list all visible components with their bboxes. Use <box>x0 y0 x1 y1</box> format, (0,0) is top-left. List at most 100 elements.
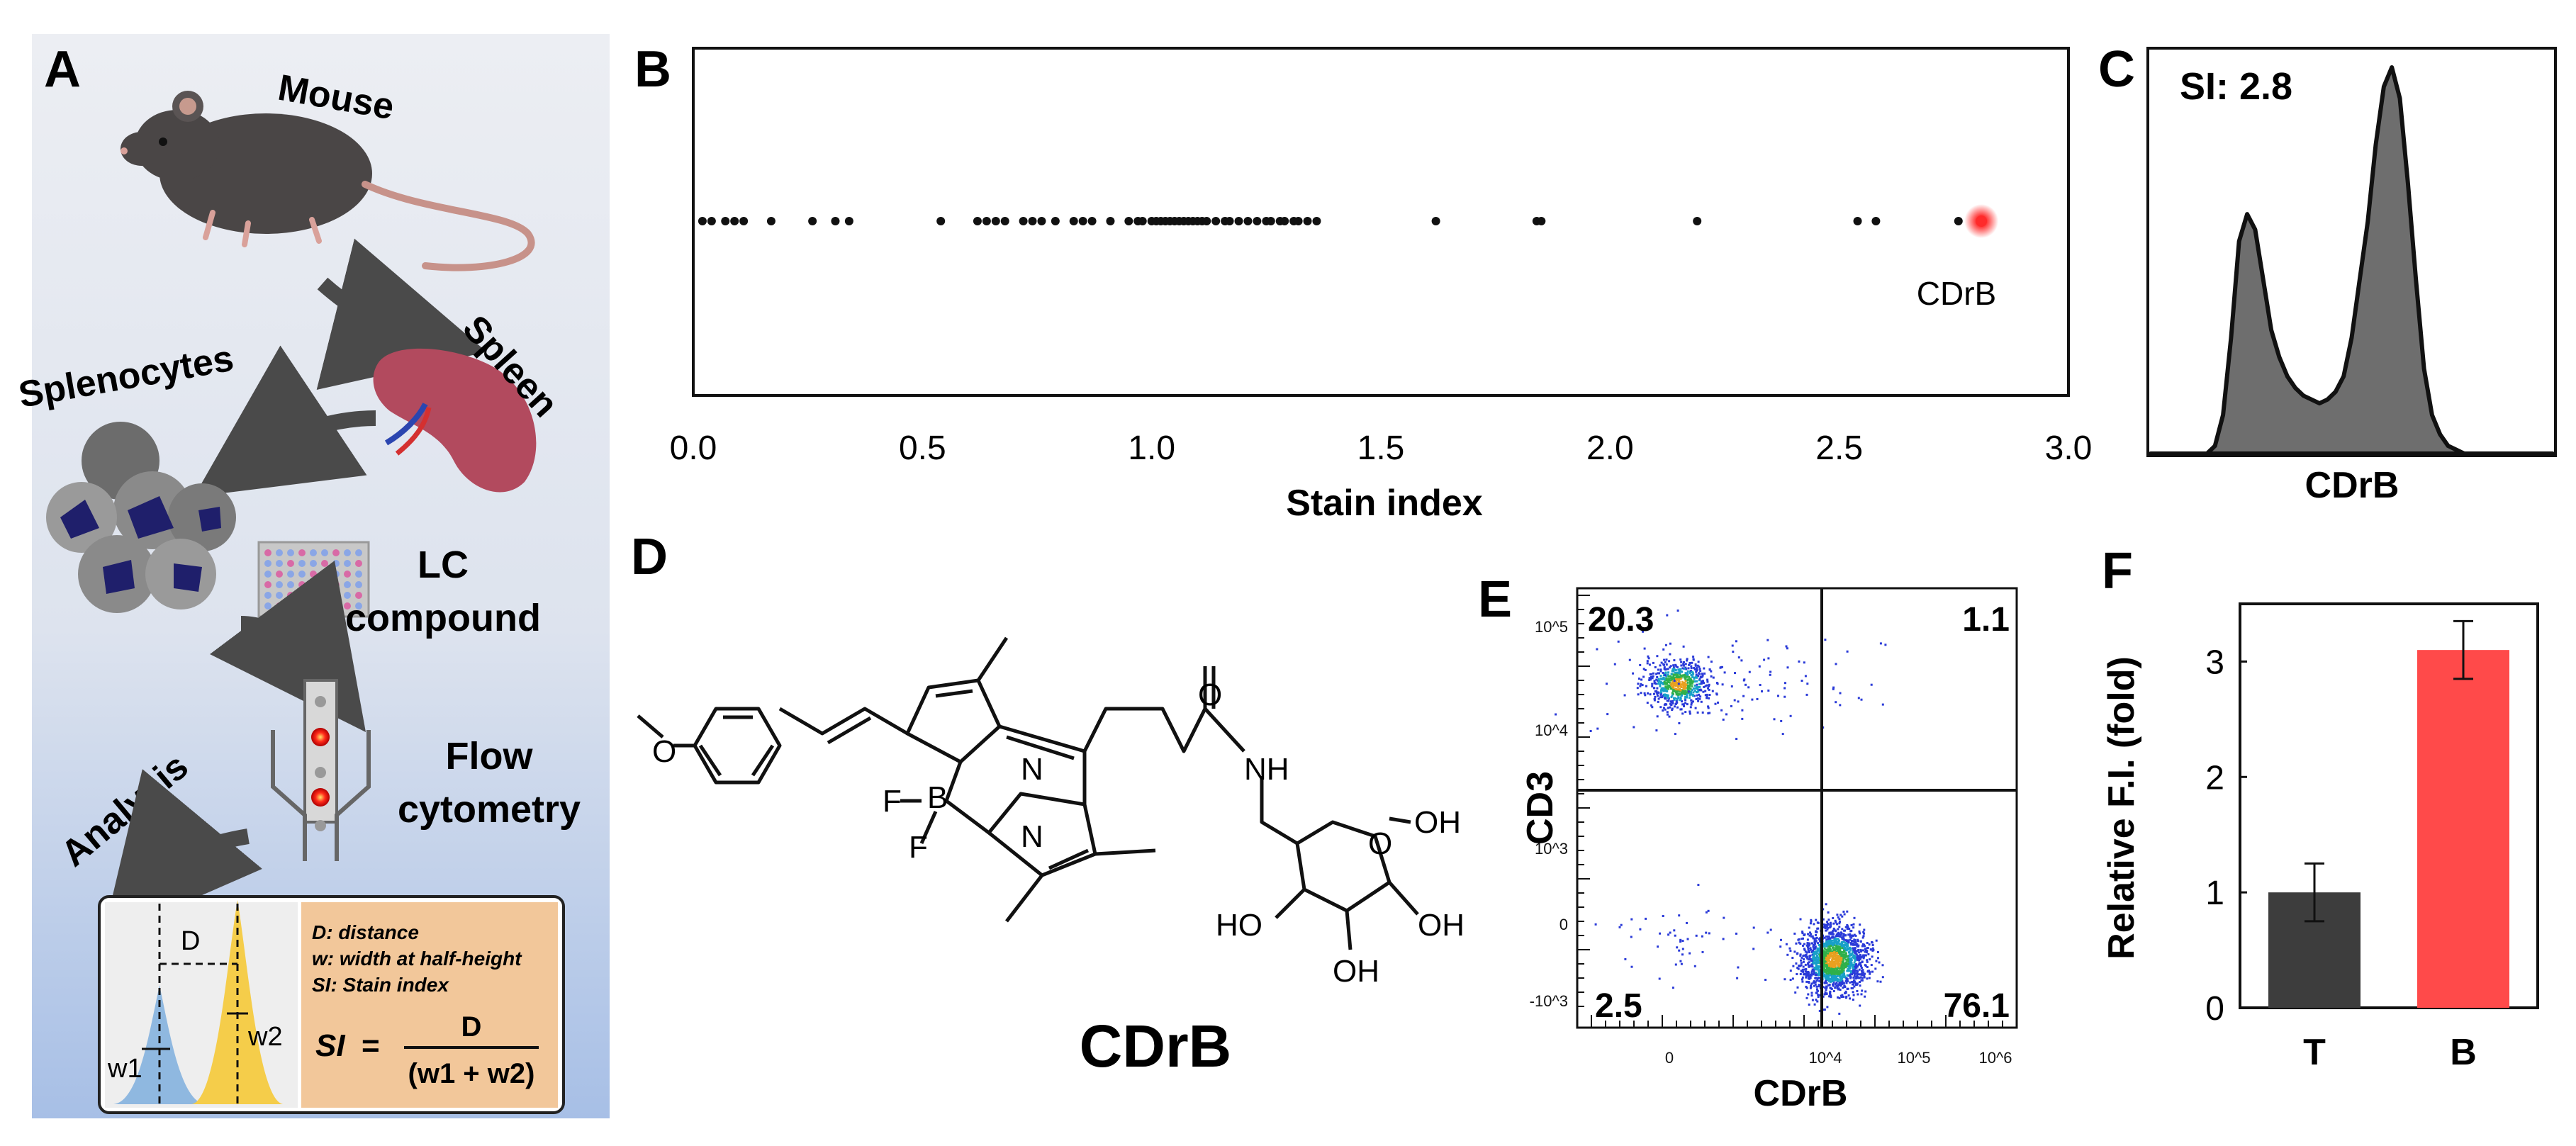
e-event-dot <box>1811 950 1813 953</box>
e-event-dot <box>1853 981 1855 984</box>
e-event-dot <box>1865 951 1868 954</box>
e-event-dot <box>1844 976 1847 979</box>
e-event-dot <box>1696 697 1699 700</box>
e-event-dot <box>1825 962 1827 965</box>
e-event-dot <box>1861 979 1864 982</box>
e-event-dot <box>1691 661 1693 664</box>
e-event-dot <box>1808 943 1811 945</box>
e-event-dot <box>1801 956 1803 959</box>
e-event-dot <box>1671 692 1674 695</box>
e-sparse-event <box>1620 923 1623 926</box>
e-sparse-event <box>1679 940 1682 943</box>
e-sparse-event <box>1690 699 1693 702</box>
e-event-dot <box>1861 960 1864 963</box>
e-event-dot <box>1847 933 1850 936</box>
e-sparse-event <box>1846 650 1849 653</box>
e-event-dot <box>1648 663 1651 666</box>
e-sparse-event <box>1662 915 1664 917</box>
e-event-dot <box>1659 664 1662 667</box>
plate-well <box>321 549 328 556</box>
e-event-dot <box>1864 964 1866 967</box>
e-event-dot <box>1808 965 1810 968</box>
e-event-dot <box>1847 960 1850 963</box>
e-event-dot <box>1825 982 1828 984</box>
e-event-dot <box>1670 682 1673 685</box>
e-event-dot <box>1845 942 1848 945</box>
e-event-dot <box>1813 957 1816 960</box>
e-event-dot <box>1797 967 1800 970</box>
e-sparse-event <box>1639 928 1642 931</box>
e-event-dot <box>1861 970 1863 972</box>
e-event-dot <box>1672 668 1675 670</box>
e-event-dot <box>1837 955 1839 958</box>
e-event-dot <box>1669 666 1671 669</box>
e-sparse-event <box>1655 729 1658 732</box>
e-event-dot <box>1831 936 1834 938</box>
e-event-dot <box>1847 965 1850 967</box>
e-event-dot <box>1825 956 1828 959</box>
e-event-dot <box>1849 962 1852 965</box>
e-event-dot <box>1698 672 1701 675</box>
e-event-dot <box>1855 966 1858 969</box>
e-event-dot <box>1830 971 1833 974</box>
e-event-dot <box>1830 980 1832 983</box>
e-event-dot <box>1695 691 1698 694</box>
e-event-dot <box>1826 928 1829 931</box>
e-event-dot <box>1806 945 1809 948</box>
e-event-dot <box>1801 938 1803 940</box>
e-event-dot <box>1810 965 1813 967</box>
e-sparse-event <box>1860 698 1863 701</box>
e-event-dot <box>1856 982 1859 985</box>
e-event-dot <box>1667 697 1669 699</box>
atom-o-carbonyl: O <box>1198 678 1222 712</box>
e-event-dot <box>1815 919 1818 921</box>
e-event-dot <box>1837 928 1839 931</box>
b-data-point <box>844 217 853 225</box>
e-event-dot <box>1852 970 1854 973</box>
e-event-dot <box>1712 676 1715 679</box>
e-sparse-event <box>1710 670 1713 673</box>
e-event-dot <box>1823 973 1826 976</box>
e-event-dot <box>1672 677 1675 680</box>
e-event-dot <box>1837 970 1840 972</box>
plate-well <box>355 560 362 567</box>
e-event-dot <box>1850 936 1853 939</box>
e-sparse-event <box>1630 936 1633 938</box>
e-event-dot <box>1660 692 1663 695</box>
mouse-illustration: Mouse <box>121 67 535 271</box>
b-data-point <box>1225 217 1234 225</box>
plate-well <box>287 592 294 599</box>
e-event-dot <box>1684 711 1687 714</box>
e-event-dot <box>1813 972 1815 974</box>
e-event-dot <box>1810 982 1813 985</box>
e-event-dot <box>1811 942 1813 945</box>
e-event-dot <box>1837 950 1839 953</box>
e-event-dot <box>1717 701 1719 704</box>
e-event-dot <box>1853 973 1856 976</box>
e-event-dot <box>1837 955 1840 958</box>
e-event-dot <box>1827 984 1830 987</box>
quadrant-lower-left: 2.5 <box>1595 987 1642 1025</box>
e-event-dot <box>1669 642 1671 645</box>
e-event-dot <box>1817 996 1820 999</box>
e-event-dot <box>1871 944 1874 946</box>
e-event-dot <box>1846 974 1849 977</box>
e-event-dot <box>1699 695 1702 698</box>
e-event-dot <box>1842 935 1845 938</box>
e-event-dot <box>1815 991 1818 994</box>
e-sparse-event <box>1737 700 1740 703</box>
e-event-dot <box>1856 945 1859 948</box>
e-sparse-event <box>1870 683 1873 686</box>
e-event-dot <box>1671 702 1674 704</box>
e-event-dot <box>1697 661 1700 663</box>
f-category-label: T <box>2303 1032 2326 1073</box>
e-event-dot <box>1825 989 1827 991</box>
e-event-dot <box>1706 695 1708 697</box>
e-event-dot <box>1835 921 1837 924</box>
e-event-dot <box>1818 965 1820 967</box>
e-event-dot <box>1667 675 1670 678</box>
e-event-dot <box>1684 690 1686 692</box>
e-event-dot <box>1671 692 1674 695</box>
f-ytick-label: 3 <box>2205 644 2224 681</box>
e-event-dot <box>1673 698 1676 701</box>
